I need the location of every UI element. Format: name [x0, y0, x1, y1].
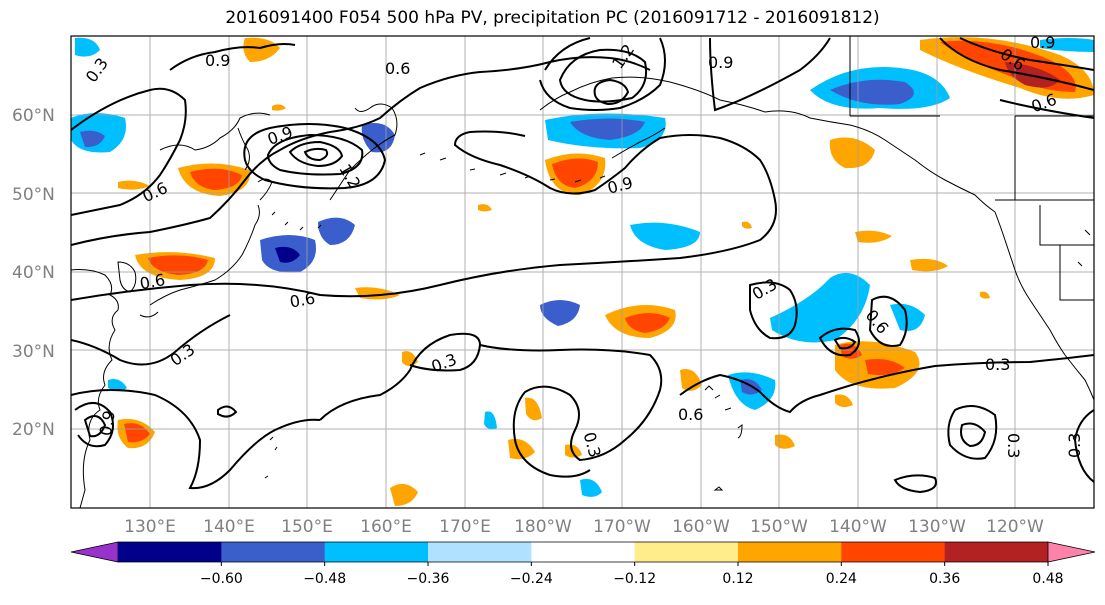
pos-shade [124, 423, 150, 443]
lon-label: 120°W [986, 517, 1044, 537]
lat-label-60n: 60°N [12, 106, 55, 126]
colorbar-tick-label: 0.12 [722, 571, 753, 587]
colorbar-ticks: −0.60 −0.48 −0.36 −0.24 −0.12 0.12 0.24 0.36 0.4… [200, 562, 1064, 587]
neg-shade [540, 300, 580, 326]
contour-label: 0.9 [1030, 33, 1055, 52]
pos-shade [118, 180, 150, 190]
colorbar [70, 541, 1096, 563]
colorbar-tick-label: −0.24 [510, 571, 553, 587]
pos-shade [243, 37, 280, 62]
neg-shade [108, 379, 127, 391]
colorbar-tick-label: −0.12 [613, 571, 656, 587]
lon-label: 150°W [750, 517, 808, 537]
contour-label: 0.6 [385, 59, 410, 78]
pos-shade [552, 158, 598, 188]
contour-label: 0.6 [678, 405, 703, 424]
lat-label-50n: 50°N [12, 185, 55, 205]
neg-shade [630, 222, 700, 250]
pos-shade [775, 434, 795, 449]
contour-label: 0.3 [1004, 433, 1023, 458]
contour-label: 0.9 [96, 409, 119, 437]
colorbar-tick-label: −0.60 [200, 571, 243, 587]
colorbar-tick-label: 0.24 [826, 571, 857, 587]
lon-label: 180°W [514, 517, 572, 537]
pos-shade [625, 313, 670, 333]
neg-shade [1040, 38, 1094, 52]
lon-label: 160°W [672, 517, 730, 537]
colorbar-swatch [634, 542, 739, 562]
pos-shade [390, 483, 418, 506]
colorbar-extension-high [1047, 541, 1096, 563]
pos-shade [835, 394, 853, 408]
neg-shade [830, 79, 914, 105]
neg-shade [75, 37, 100, 57]
pos-shade [829, 137, 875, 169]
pos-shade [980, 291, 990, 299]
neg-shade [80, 130, 105, 148]
lon-label: 170°W [593, 517, 651, 537]
colorbar-tick-label: 0.48 [1032, 571, 1063, 587]
neg-shade [570, 118, 645, 140]
contour-label: 0.6 [138, 270, 166, 293]
coastlines [71, 36, 1094, 508]
colorbar-tick-label: −0.48 [303, 571, 346, 587]
neg-shade [580, 478, 602, 497]
pos-shade [910, 258, 948, 272]
pos-shade [525, 397, 542, 421]
lon-label: 150°E [281, 517, 333, 537]
pos-shade [865, 359, 905, 376]
colorbar-swatch [841, 542, 946, 562]
colorbar-swatch [531, 542, 636, 562]
contour-label: 0.3 [1065, 433, 1084, 458]
colorbar-swatch [738, 542, 842, 562]
map-frame [70, 35, 1095, 509]
contour-label: 0.9 [708, 53, 733, 72]
map-title: 2016091400 F054 500 hPa PV, precipitatio… [225, 8, 880, 28]
pos-shade [148, 255, 208, 275]
contour-label: 0.9 [205, 51, 230, 70]
colorbar-swatch [118, 542, 222, 562]
lon-label: 140°W [829, 517, 887, 537]
contour-label: 0.3 [985, 355, 1010, 374]
lon-label: 130°W [908, 517, 966, 537]
longitude-labels: 130°E 140°E 150°E 160°E 170°E 180°W 170°… [124, 517, 1044, 537]
colorbar-swatch [324, 542, 429, 562]
pos-shade [272, 104, 286, 111]
pos-shade [742, 221, 752, 229]
neg-shade [484, 411, 497, 430]
pos-shade [855, 230, 892, 243]
neg-shade [275, 246, 300, 263]
colorbar-tick-label: 0.36 [929, 571, 960, 587]
lat-label-30n: 30°N [12, 342, 55, 362]
latitude-labels: 20°N 30°N 40°N 50°N 60°N [12, 106, 55, 440]
colorbar-swatch [944, 542, 1049, 562]
pos-shade [478, 204, 492, 212]
pv-contours [71, 37, 1094, 494]
colorbar-tick-label: −0.36 [407, 571, 450, 587]
colorbar-swatch [428, 542, 532, 562]
neg-shade [890, 303, 925, 331]
lon-label: 160°E [360, 517, 412, 537]
lat-label-20n: 20°N [12, 420, 55, 440]
pos-shade [508, 438, 535, 460]
neg-shade [361, 122, 395, 153]
lat-label-40n: 40°N [12, 263, 55, 283]
contour-label: 0.6 [288, 288, 316, 311]
colorbar-extension-low [70, 541, 119, 563]
lon-label: 170°E [439, 517, 491, 537]
lon-label: 140°E [203, 517, 255, 537]
colorbar-swatch [221, 542, 326, 562]
pos-shade [565, 444, 582, 458]
lon-label: 130°E [124, 517, 176, 537]
neg-shade [318, 217, 355, 245]
